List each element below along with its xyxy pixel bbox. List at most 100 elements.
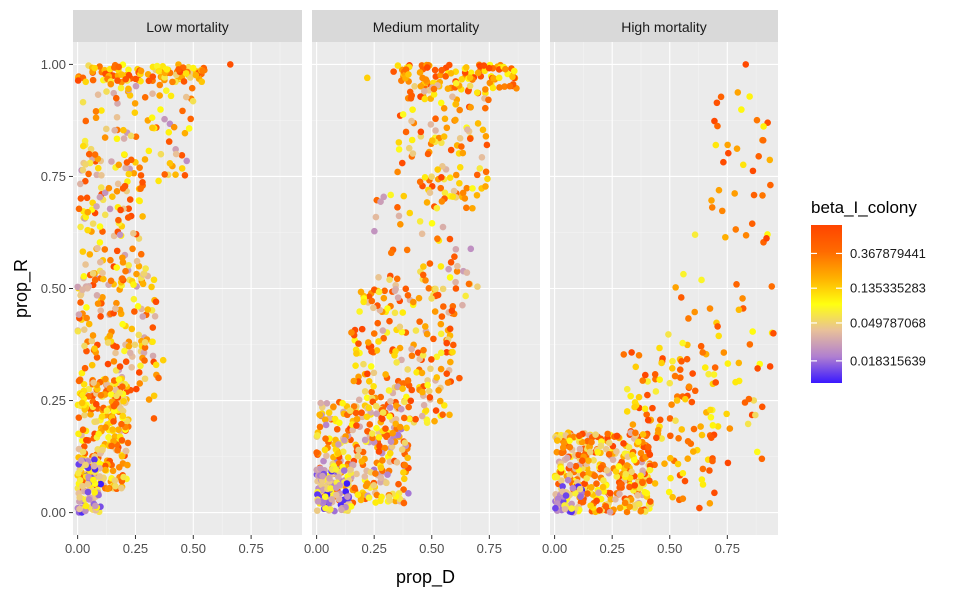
data-point <box>732 226 740 233</box>
data-point <box>370 369 378 377</box>
data-point <box>416 218 424 225</box>
data-point <box>151 312 159 320</box>
data-point <box>355 373 362 381</box>
data-point <box>699 465 707 473</box>
data-point <box>107 277 115 285</box>
data-point <box>753 448 761 456</box>
data-point <box>678 426 686 433</box>
data-point <box>127 132 135 140</box>
data-point <box>443 370 451 377</box>
data-point <box>387 438 395 446</box>
data-point <box>651 371 659 378</box>
data-point <box>575 432 583 440</box>
data-point <box>464 87 472 95</box>
data-point <box>172 171 179 178</box>
data-point <box>382 425 389 432</box>
data-point <box>352 409 360 417</box>
data-point <box>432 115 439 123</box>
data-point <box>588 484 595 491</box>
data-point <box>85 385 93 393</box>
data-point <box>642 371 649 379</box>
data-point <box>112 349 119 357</box>
data-point <box>416 69 424 76</box>
data-point <box>390 68 397 75</box>
data-point <box>121 347 128 355</box>
data-point <box>450 341 457 349</box>
data-point <box>124 439 132 447</box>
data-point <box>706 305 714 312</box>
data-point <box>126 92 134 99</box>
data-point <box>631 482 639 489</box>
data-point <box>495 74 503 82</box>
data-point <box>169 78 176 86</box>
data-point <box>489 84 497 92</box>
data-point <box>420 263 427 270</box>
data-point <box>401 461 409 469</box>
data-point <box>712 379 719 386</box>
data-point <box>734 89 742 96</box>
data-point <box>89 270 97 277</box>
data-point <box>139 313 147 320</box>
data-point <box>163 66 171 73</box>
data-point <box>636 484 644 492</box>
data-point <box>332 484 340 491</box>
data-point <box>119 320 126 328</box>
data-point <box>408 136 416 144</box>
data-point <box>770 330 777 337</box>
data-point <box>428 295 435 302</box>
data-point <box>749 167 757 175</box>
data-point <box>424 150 432 158</box>
data-point <box>170 123 178 131</box>
data-point <box>99 293 106 301</box>
data-point <box>449 93 456 100</box>
data-point <box>452 245 460 253</box>
data-point <box>370 330 378 337</box>
data-point <box>440 402 448 409</box>
data-point <box>321 446 329 454</box>
data-point <box>767 181 774 189</box>
data-point <box>658 435 665 442</box>
data-point <box>94 244 101 252</box>
data-point <box>612 468 620 475</box>
data-point <box>742 61 750 68</box>
data-point <box>113 188 121 195</box>
data-point <box>149 352 157 360</box>
data-point <box>628 468 635 476</box>
data-point <box>672 284 679 291</box>
data-point <box>379 327 387 334</box>
data-point <box>109 467 117 475</box>
data-point <box>466 82 474 90</box>
data-point <box>412 415 419 423</box>
data-point <box>714 423 722 430</box>
data-point <box>420 346 427 354</box>
data-point <box>626 503 634 510</box>
data-point <box>592 431 599 438</box>
data-point <box>319 472 326 480</box>
data-point <box>450 187 458 195</box>
data-point <box>132 133 140 140</box>
data-point <box>432 127 439 134</box>
data-point <box>591 472 599 480</box>
data-point <box>666 415 674 422</box>
data-point <box>674 460 682 468</box>
data-point <box>181 171 189 179</box>
data-point <box>74 327 82 335</box>
data-point <box>145 147 153 155</box>
data-point <box>398 356 405 364</box>
data-point <box>473 171 481 179</box>
data-point <box>597 464 605 471</box>
data-point <box>373 424 380 432</box>
data-point <box>113 343 120 351</box>
data-point <box>118 484 125 492</box>
data-point <box>675 435 682 442</box>
data-point <box>391 287 399 295</box>
data-point <box>136 197 143 205</box>
data-point <box>405 415 413 423</box>
data-point <box>620 440 627 447</box>
data-point <box>387 398 394 405</box>
data-point <box>558 477 565 484</box>
data-point <box>698 276 705 284</box>
data-point <box>452 285 460 292</box>
data-point <box>625 444 633 451</box>
data-point <box>130 281 137 288</box>
